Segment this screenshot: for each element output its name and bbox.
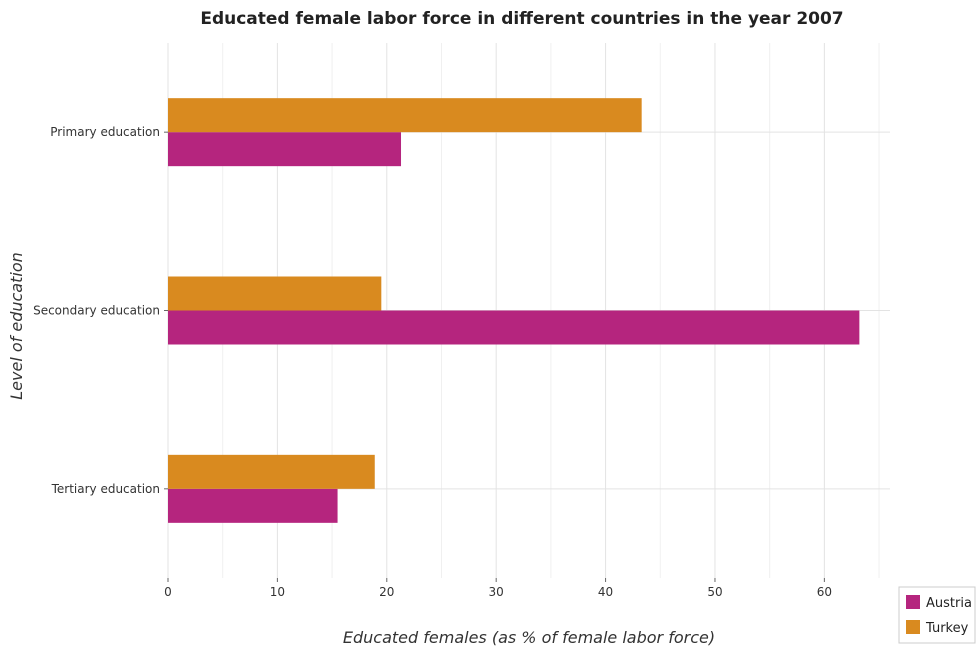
legend-label-austria: Austria (926, 596, 972, 611)
x-tick-label: 20 (379, 585, 394, 599)
bar-austria-3 (168, 488, 338, 523)
x-axis-label: Educated females (as % of female labor f… (343, 628, 715, 647)
x-tick-label: 40 (598, 585, 613, 599)
y-tick-label: Primary education (50, 125, 160, 139)
x-tick-label: 50 (707, 585, 722, 599)
bar-austria-1 (168, 132, 402, 167)
y-tick-label: Tertiary education (51, 482, 160, 496)
y-axis-label: Level of education (7, 252, 26, 400)
legend-label-turkey: Turkey (925, 621, 969, 636)
chart-title: Educated female labor force in different… (200, 9, 843, 29)
legend-swatch-austria (906, 595, 920, 609)
bar-turkey-3 (168, 454, 375, 489)
y-axis-ticks: Primary education Secondary education Tert… (33, 125, 168, 496)
x-tick-label: 30 (489, 585, 504, 599)
x-axis-ticks: 0 10 20 30 40 50 60 (164, 578, 832, 599)
bars (168, 98, 860, 523)
y-tick-label: Secondary education (33, 304, 160, 318)
bar-austria-2 (168, 310, 860, 345)
legend: Austria Turkey (898, 586, 976, 644)
x-tick-label: 60 (817, 585, 832, 599)
bar-turkey-2 (168, 276, 382, 311)
legend-swatch-turkey (906, 620, 920, 634)
bar-turkey-1 (168, 98, 642, 133)
x-tick-label: 10 (270, 585, 285, 599)
x-tick-label: 0 (164, 585, 172, 599)
